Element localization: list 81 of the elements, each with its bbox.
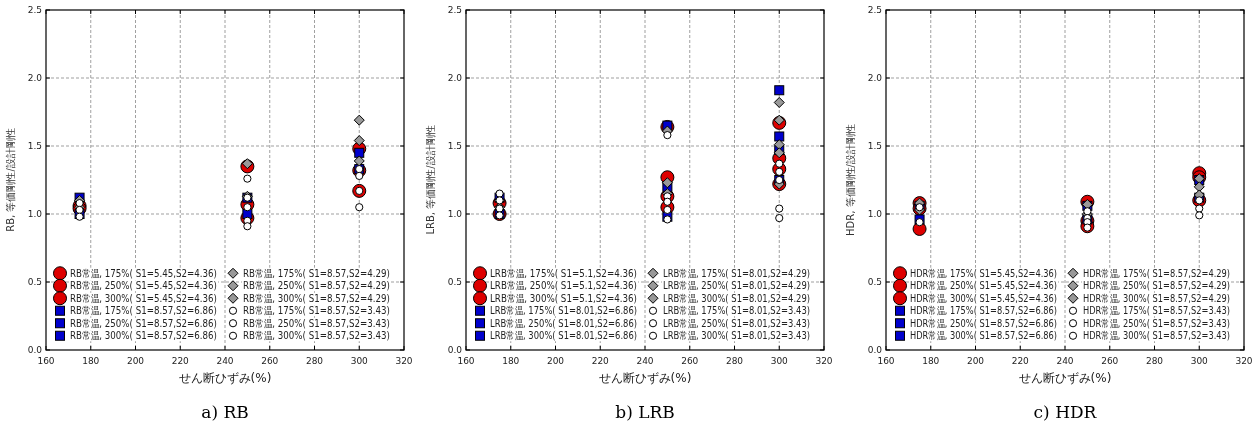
legend-label: HDR常温, 300%( S1=8.57,S2=3.43) <box>1083 330 1260 342</box>
y-tick-label: 1.5 <box>447 141 462 151</box>
legend-label: RB常温, 300%( S1=8.57,S2=3.43) <box>243 330 413 342</box>
text: a) RB <box>201 402 249 422</box>
legend-label: RB常温, 300%( S1=8.57,S2=6.86) <box>70 330 240 342</box>
text: b) LRB <box>615 402 675 422</box>
x-tick-label: 280 <box>305 356 324 366</box>
x-tick-label: 260 <box>681 356 699 366</box>
y-tick-label: 2.5 <box>867 5 882 15</box>
legend-label: LRB常温, 300%( S1=8.01,S2=4.29) <box>663 292 839 304</box>
legend-label: HDR常温, 175%( S1=8.57,S2=4.29) <box>1083 267 1260 279</box>
legend-label: RB常温, 300%( S1=5.45,S2=4.36) <box>70 292 240 304</box>
legend-label: LRB常温, 250%( S1=8.01,S2=4.29) <box>663 280 839 292</box>
x-tick-label: 240 <box>216 356 234 366</box>
x-tick-label: 260 <box>1101 356 1119 366</box>
x-tick-label: 220 <box>591 356 610 366</box>
x-tick-label: 240 <box>1056 356 1074 366</box>
legend-label: RB常温, 300%( S1=8.57,S2=4.29) <box>243 292 413 304</box>
y-tick-label: 1.5 <box>27 141 42 151</box>
legend-label: RB常温, 175%( S1=5.45,S2=4.36) <box>70 267 240 279</box>
x-tick-label: 180 <box>82 356 100 366</box>
y-tick-label: 2.0 <box>27 73 43 83</box>
legend-label: RB常温, 250%( S1=8.57,S2=6.86) <box>70 317 240 329</box>
legend-label: HDR常温, 250%( S1=8.57,S2=4.29) <box>1083 280 1260 292</box>
y-tick-label: 2.5 <box>27 5 42 15</box>
y-tick-label: 1.5 <box>867 141 882 151</box>
x-tick-label: 260 <box>261 356 279 366</box>
x-tick-label: 240 <box>636 356 654 366</box>
y-tick-label: 1.0 <box>867 209 883 219</box>
x-tick-label: 300 <box>1190 356 1209 366</box>
y-tick-label: 0.5 <box>27 277 42 287</box>
legend-label: LRB常温, 250%( S1=8.01,S2=3.43) <box>663 317 839 329</box>
legend-label: LRB常温, 250%( S1=5.1,S2=4.36) <box>490 280 659 292</box>
x-axis-title: せん断ひずみ(%) <box>178 371 272 385</box>
x-tick-label: 200 <box>126 356 145 366</box>
legend-label: LRB常温, 300%( S1=5.1,S2=4.36) <box>490 292 659 304</box>
y-tick-label: 0.0 <box>447 345 463 355</box>
y-tick-label: 2.0 <box>867 73 883 83</box>
legend-label: LRB常温, 175%( S1=8.01,S2=4.29) <box>663 267 839 279</box>
legend-label: RB常温, 175%( S1=8.57,S2=6.86) <box>70 305 240 317</box>
legend-label: RB常温, 250%( S1=8.57,S2=4.29) <box>243 280 413 292</box>
x-tick-label: 200 <box>546 356 565 366</box>
x-tick-label: 180 <box>502 356 520 366</box>
legend-label: RB常温, 175%( S1=8.57,S2=4.29) <box>243 267 413 279</box>
y-axis-title: LRB, 等価剛性/設計剛性 <box>425 125 436 235</box>
x-tick-label: 300 <box>350 356 369 366</box>
x-tick-label: 160 <box>877 356 895 366</box>
legend-label: RB常温, 250%( S1=5.45,S2=4.36) <box>70 280 240 292</box>
x-tick-label: 280 <box>725 356 744 366</box>
x-tick-label: 180 <box>922 356 940 366</box>
x-tick-label: 320 <box>395 356 413 366</box>
y-axis-title: HDR, 等価剛性/設計剛性 <box>845 124 856 236</box>
x-tick-label: 300 <box>770 356 789 366</box>
y-tick-label: 1.0 <box>27 209 43 219</box>
legend-label: LRB常温, 175%( S1=5.1,S2=4.36) <box>490 267 659 279</box>
y-tick-label: 2.5 <box>447 5 462 15</box>
y-tick-label: 1.0 <box>447 209 463 219</box>
legend-label: LRB常温, 175%( S1=8.01,S2=3.43) <box>663 305 839 317</box>
x-tick-label: 320 <box>815 356 833 366</box>
y-tick-label: 0.0 <box>27 345 43 355</box>
x-tick-label: 200 <box>966 356 985 366</box>
x-tick-label: 220 <box>171 356 190 366</box>
y-tick-label: 2.0 <box>447 73 463 83</box>
y-axis-title: RB, 等価剛性/設計剛性 <box>5 128 16 232</box>
legend-label: HDR常温, 250%( S1=8.57,S2=3.43) <box>1083 317 1260 329</box>
x-tick-label: 280 <box>1145 356 1164 366</box>
legend-label: HDR常温, 175%( S1=8.57,S2=3.43) <box>1083 305 1260 317</box>
x-axis-title: せん断ひずみ(%) <box>598 371 692 385</box>
legend-label: RB常温, 250%( S1=8.57,S2=3.43) <box>243 317 413 329</box>
y-tick-label: 0.5 <box>867 277 882 287</box>
x-tick-label: 160 <box>37 356 55 366</box>
x-axis-title: せん断ひずみ(%) <box>1018 371 1112 385</box>
x-tick-label: 220 <box>1011 356 1030 366</box>
legend-label: RB常温, 175%( S1=8.57,S2=3.43) <box>243 305 413 317</box>
text: c) HDR <box>1033 402 1098 422</box>
x-tick-label: 320 <box>1235 356 1253 366</box>
legend-label: LRB常温, 300%( S1=8.01,S2=3.43) <box>663 330 839 342</box>
x-tick-label: 160 <box>457 356 475 366</box>
y-tick-label: 0.0 <box>867 345 883 355</box>
y-tick-label: 0.5 <box>447 277 462 287</box>
legend-label: HDR常温, 300%( S1=8.57,S2=4.29) <box>1083 292 1260 304</box>
